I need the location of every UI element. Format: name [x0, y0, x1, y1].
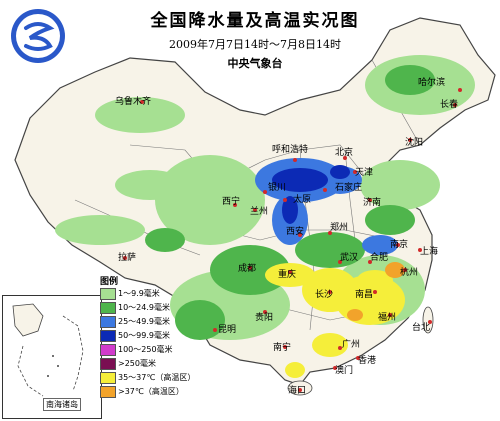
city-label-chongqing: 重庆 [278, 270, 297, 280]
legend-item: >37℃（高温区） [100, 386, 210, 398]
city-label-hangzhou: 杭州 [400, 268, 419, 278]
legend-item: 50～99.9毫米 [100, 330, 210, 342]
city-label-guangzhou: 广州 [342, 340, 361, 350]
city-label-kunming: 昆明 [218, 325, 237, 335]
legend-label: 100～250毫米 [118, 345, 173, 354]
city-label-harbin: 哈尔滨 [418, 78, 446, 88]
legend-swatch [100, 344, 116, 356]
city-label-lhasa: 拉萨 [118, 253, 137, 263]
city-label-taipei: 台北 [412, 323, 431, 333]
city-label-nanning: 南宁 [273, 343, 292, 353]
city-label-nanchang: 南昌 [355, 290, 374, 300]
taiwan-island [422, 306, 434, 334]
city-label-shanghai: 上海 [420, 247, 439, 257]
city-label-macau: 澳门 [335, 366, 354, 376]
inset-map [12, 303, 84, 397]
legend-item: 100～250毫米 [100, 344, 210, 356]
legend-label: >37℃（高温区） [118, 387, 184, 396]
legend-swatch [100, 302, 116, 314]
legend-swatch [100, 358, 116, 370]
city-dots [123, 88, 462, 392]
legend-label: 50～99.9毫米 [118, 331, 170, 340]
south-china-sea-inset: 南海诸岛 [2, 295, 102, 419]
city-label-guiyang: 贵阳 [255, 313, 274, 323]
city-label-hohhot: 呼和浩特 [272, 145, 309, 155]
city-label-taiyuan: 太原 [293, 195, 312, 205]
legend-label: >250毫米 [118, 359, 156, 368]
legend-label: 35～37℃（高温区） [118, 373, 196, 382]
legend-item: 35～37℃（高温区） [100, 372, 210, 384]
inset-label: 南海诸岛 [43, 398, 81, 411]
legend-item: >250毫米 [100, 358, 210, 370]
legend-swatch [100, 316, 116, 328]
map-subtitle: 2009年7月7日14时～7月8日14时 [169, 38, 341, 51]
city-label-nanjing: 南京 [390, 240, 409, 250]
legend-swatch [100, 330, 116, 342]
legend-label: 1～9.9毫米 [118, 289, 160, 298]
city-label-fuzhou: 福州 [378, 313, 397, 323]
agency-name: 中央气象台 [227, 57, 283, 70]
city-label-shenyang: 沈阳 [405, 138, 424, 148]
city-label-beijing: 北京 [335, 148, 354, 158]
city-label-jinan: 济南 [363, 198, 382, 208]
city-label-haikou: 海口 [288, 386, 307, 396]
city-label-shijiazhuang: 石家庄 [335, 183, 363, 193]
legend-label: 10～24.9毫米 [118, 303, 170, 312]
city-label-chengdu: 成都 [238, 264, 257, 274]
city-label-hefei: 合肥 [370, 253, 389, 263]
city-label-xining: 西宁 [222, 197, 241, 207]
legend-swatch [100, 372, 116, 384]
city-label-changchun: 长春 [440, 100, 459, 110]
city-label-tianjin: 天津 [355, 168, 374, 178]
city-label-wuhan: 武汉 [340, 253, 359, 263]
city-label-changsha: 长沙 [315, 290, 334, 300]
legend-item: 10～24.9毫米 [100, 302, 210, 314]
legend-title: 图例 [100, 277, 119, 287]
legend-item: 1～9.9毫米 [100, 288, 210, 300]
map-title: 全国降水量及高温实况图 [150, 11, 360, 31]
legend-label: 25～49.9毫米 [118, 317, 170, 326]
city-label-xian: 西安 [286, 227, 305, 237]
city-label-zhengzhou: 郑州 [330, 223, 349, 233]
cma-logo [11, 9, 65, 63]
legend-swatch [100, 288, 116, 300]
city-label-hongkong: 香港 [358, 356, 377, 366]
legend-item: 25～49.9毫米 [100, 316, 210, 328]
city-label-lanzhou: 兰州 [250, 207, 269, 217]
legend-swatch [100, 386, 116, 398]
city-label-yinchuan: 银川 [268, 183, 287, 193]
city-label-urumqi: 乌鲁木齐 [115, 97, 152, 107]
